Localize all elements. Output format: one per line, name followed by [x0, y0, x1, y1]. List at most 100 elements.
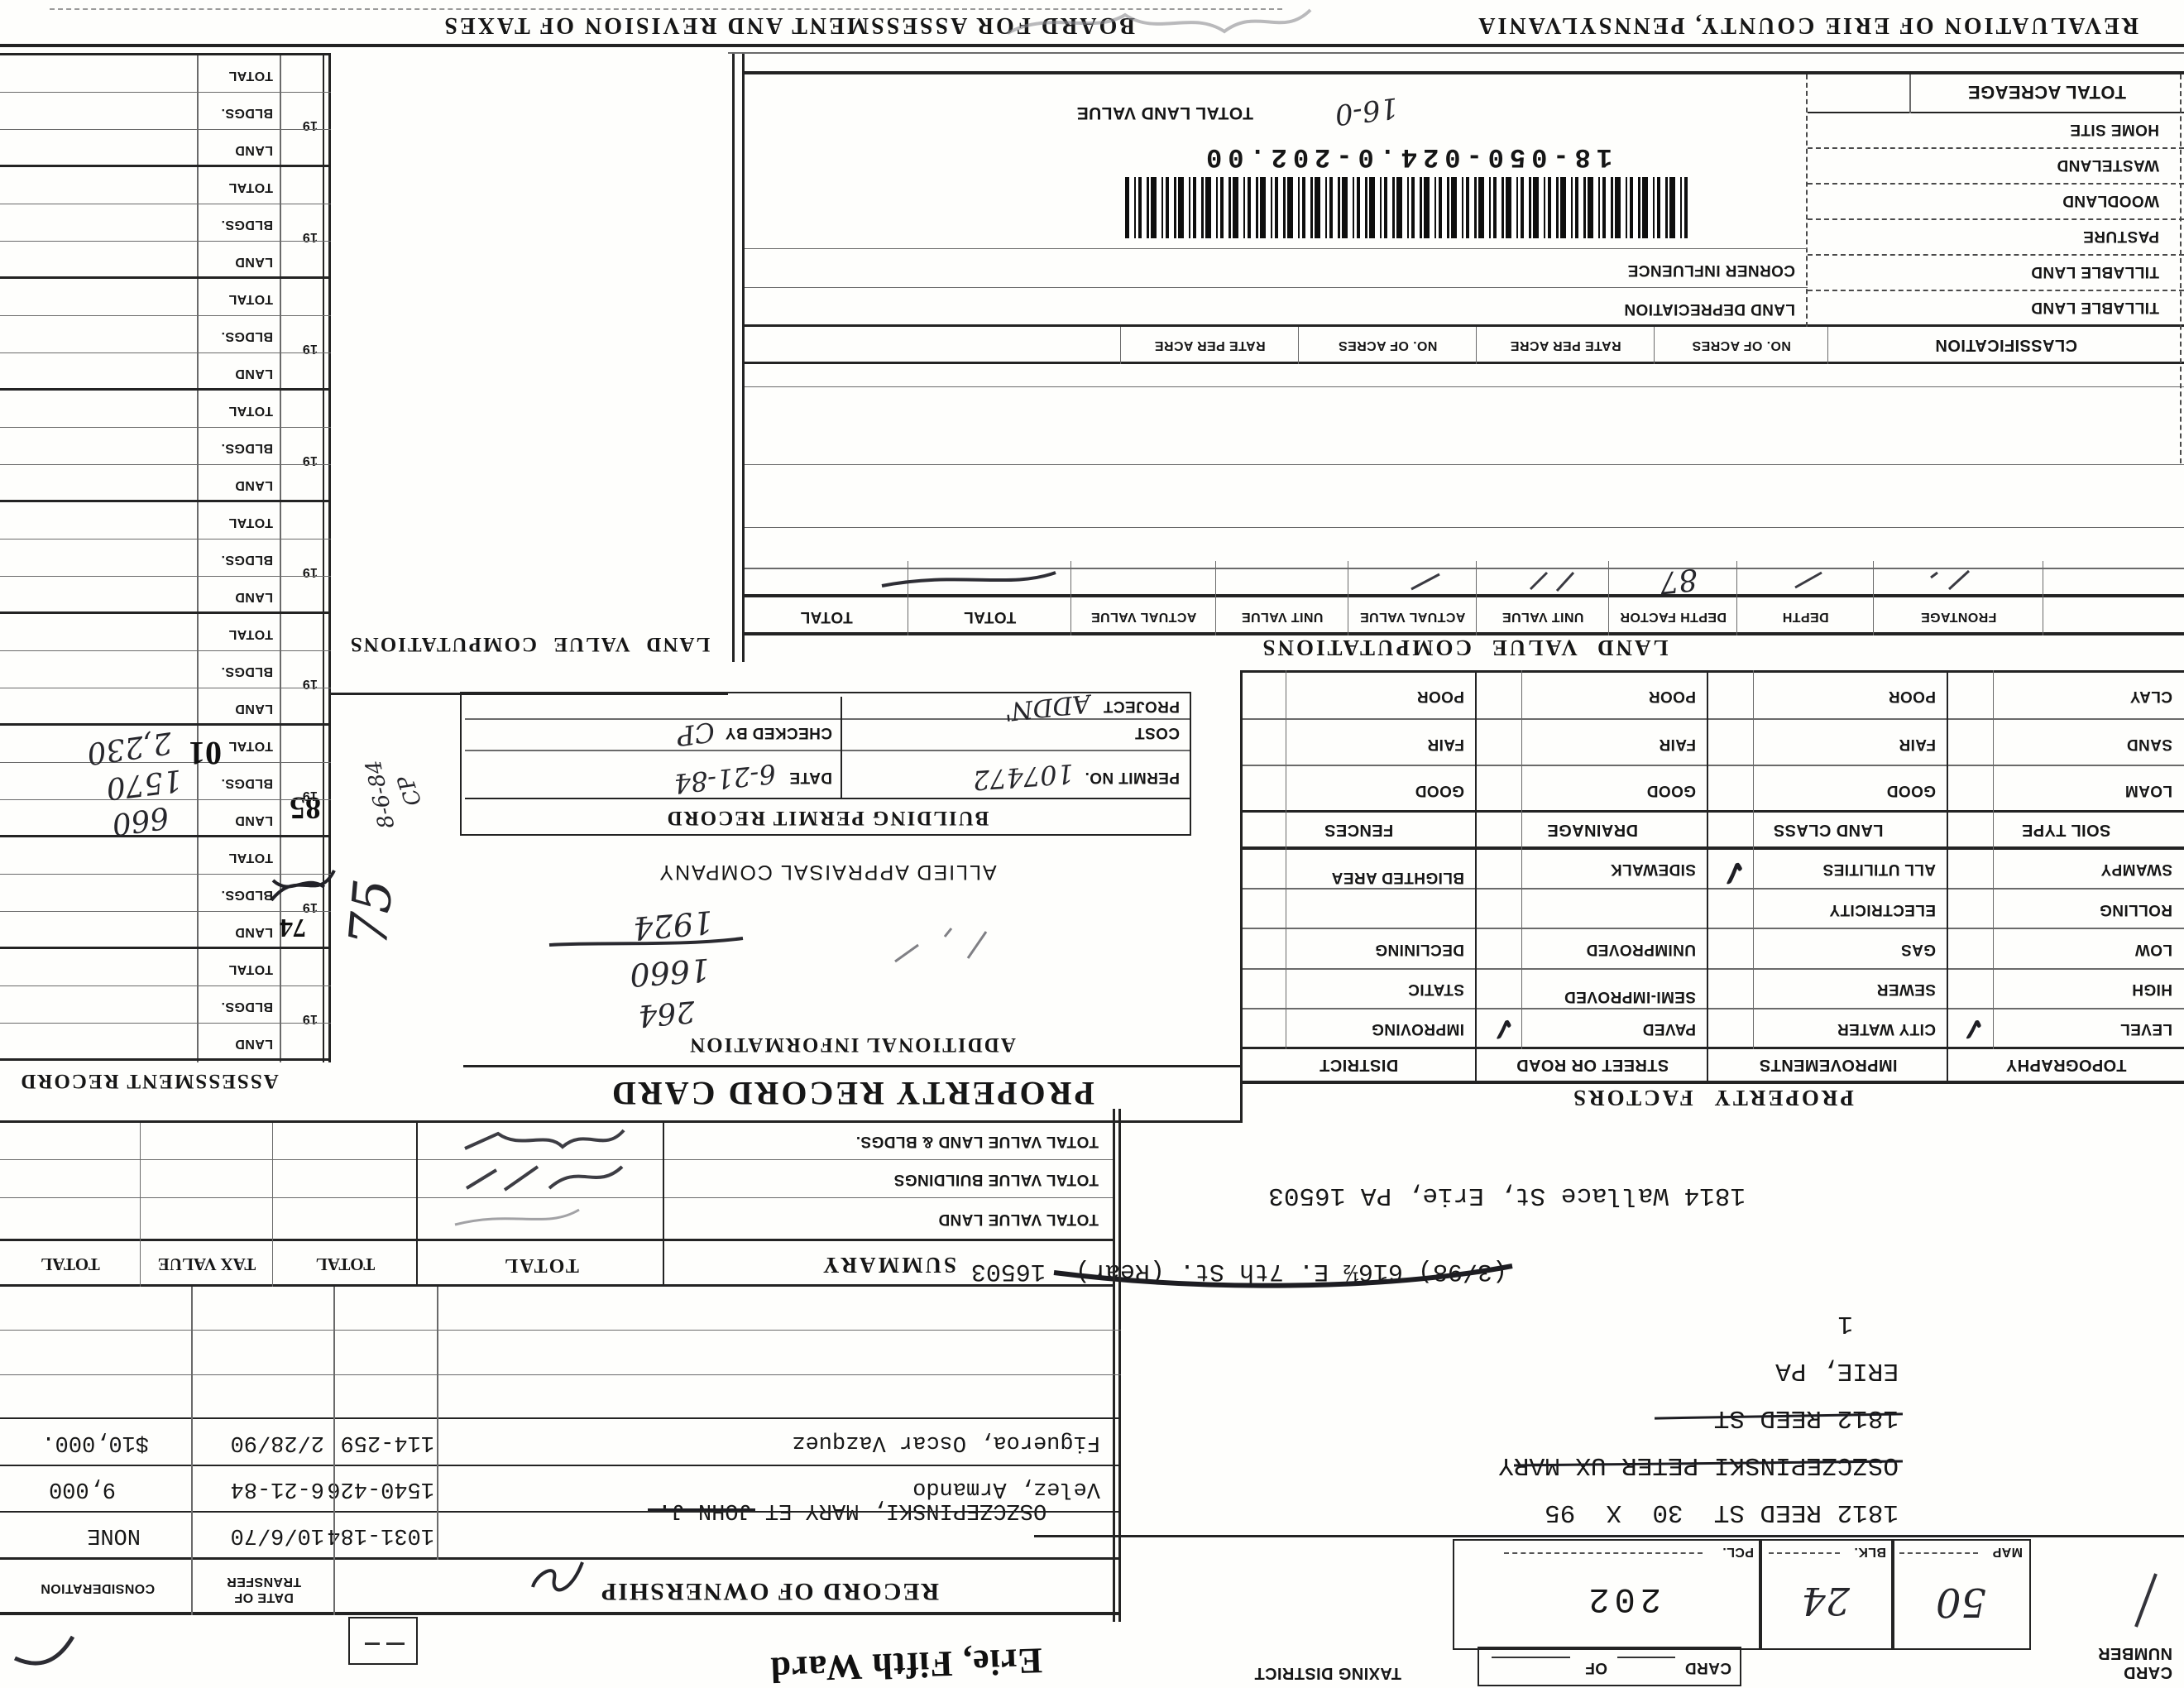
- year-19: 19: [302, 342, 318, 356]
- pen-stroke-icon: [2134, 1573, 2158, 1628]
- classification-header: CLASSIFICATION: [1935, 336, 2077, 354]
- class-wasteland: WASTELAND: [2057, 156, 2159, 174]
- row-bldgs: BLDGS.: [221, 776, 273, 790]
- project-value: ADDN': [1003, 688, 1092, 727]
- soil-clay: CLAY: [2129, 688, 2172, 705]
- pen-squiggle-icon: [13, 1635, 75, 1666]
- ownership-consideration-header: CONSIDERATION: [40, 1581, 156, 1595]
- note-dash2: [365, 1642, 380, 1645]
- ownership-pen-loop-icon: [531, 1561, 584, 1592]
- barcode: [1125, 177, 1688, 238]
- card-total-rule: [1492, 1657, 1570, 1658]
- factor-high: HIGH: [2131, 981, 2172, 998]
- row-total: TOTAL: [228, 292, 273, 306]
- summary-total-scribble-icon: [464, 1129, 625, 1150]
- card-count-rule: [1617, 1657, 1675, 1658]
- owner-2-book: 1540-426: [327, 1476, 434, 1501]
- owner-3-name: Figueroa, Oscar Vazquez: [792, 1430, 1100, 1455]
- rate-header-1: RATE PER ACRE: [1510, 338, 1621, 352]
- class-woodland: WOODLAND: [2062, 192, 2159, 209]
- factor-rolling: ROLLING: [2099, 901, 2172, 918]
- factors-street-header: STREET OR ROAD: [1516, 1056, 1669, 1074]
- card-of-box: CARD OF: [1478, 1647, 1741, 1686]
- assessment-date-note: 8-6-84: [361, 757, 400, 831]
- class-tillable-land-1: TILLABLE LAND: [2030, 299, 2159, 316]
- year-19: 19: [302, 677, 318, 691]
- tax-col-2: TAX VALUE: [157, 1254, 256, 1274]
- owner-1-date: 10/6/70: [230, 1523, 324, 1547]
- depth-mark-icon: [1794, 571, 1822, 589]
- row-land: LAND: [234, 1037, 273, 1051]
- permit-no-value: 107472: [971, 757, 1075, 797]
- factor-sidewalk: SIDEWALK: [1610, 861, 1696, 878]
- note-dash: [386, 1642, 405, 1645]
- address-strike-icon: [1053, 1264, 1513, 1288]
- soil-type-header: SOIL TYPE: [2021, 821, 2111, 839]
- factor-improving: IMPROVING: [1371, 1020, 1464, 1038]
- rate-header-2: RATE PER ACRE: [1154, 338, 1266, 352]
- row-bldgs: BLDGS.: [221, 329, 273, 343]
- assessed-total-2230: 2,230: [84, 725, 175, 770]
- tax-col-3: TOTAL: [41, 1254, 100, 1274]
- land-depreciation-label: LAND DEPRECIATION: [1623, 300, 1795, 318]
- class-pasture: PASTURE: [2082, 228, 2159, 245]
- class-good: GOOD: [1886, 782, 1936, 799]
- summary-row-land-bldgs: TOTAL VALUE LAND & BLDGS.: [855, 1133, 1099, 1150]
- pcl-box: PCL. 202: [1453, 1539, 1762, 1650]
- summary-row-land: TOTAL VALUE LAND: [938, 1211, 1099, 1228]
- blk-rule: [1769, 1552, 1840, 1554]
- taxing-district-label: TAXING DISTRICT: [1254, 1664, 1401, 1682]
- factor-level: LEVEL: [2119, 1020, 2172, 1038]
- summary-row-buildings: TOTAL VALUE BUILDINGS: [893, 1171, 1099, 1188]
- row-land: LAND: [234, 367, 273, 381]
- acres-header-2: NO. OF ACRES: [1338, 338, 1438, 352]
- card-number-label: CARD NUMBER: [2097, 1644, 2172, 1681]
- row-total: TOTAL: [228, 962, 273, 976]
- year-19: 19: [302, 118, 318, 132]
- assessment-initials: CP: [393, 771, 428, 809]
- row-bldgs: BLDGS.: [221, 218, 273, 232]
- row-bldgs: BLDGS.: [221, 553, 273, 567]
- year-19: 19: [302, 230, 318, 244]
- checkmark-icon: ✓: [1487, 1009, 1519, 1048]
- card-of-of-label: OF: [1584, 1659, 1607, 1676]
- land-col-unit-value-2: UNIT VALUE: [1241, 610, 1324, 624]
- map-value: 50: [1935, 1579, 1986, 1625]
- additional-marks-icon: [894, 928, 988, 963]
- total-land-value-label: TOTAL LAND VALUE: [1076, 103, 1253, 122]
- blk-value: 24: [1801, 1579, 1850, 1623]
- class-tillable-land-2: TILLABLE LAND: [2030, 263, 2159, 281]
- corner-influence-label: CORNER INFLUENCE: [1627, 261, 1795, 279]
- drainage-header: DRAINAGE: [1547, 821, 1638, 839]
- factor-all-utilities: ALL UTILITIES: [1822, 861, 1936, 878]
- row-land: LAND: [234, 255, 273, 269]
- acres-header-1: NO. OF ACRES: [1692, 338, 1791, 352]
- fences-header: FENCES: [1324, 821, 1394, 839]
- row-total: TOTAL: [228, 180, 273, 194]
- owner-1-name-struck: JOHN J.: [647, 1498, 755, 1523]
- map-label: MAP: [1992, 1545, 2023, 1559]
- additional-sum-total: 1924: [631, 903, 715, 947]
- drainage-poor: POOR: [1648, 688, 1696, 705]
- land-col-actual-value: ACTUAL VALUE: [1359, 610, 1466, 624]
- drainage-fair: FAIR: [1659, 736, 1696, 753]
- land-col-total-1: TOTAL: [963, 608, 1017, 626]
- assessment-title: ASSESSMENT RECORD: [19, 1070, 279, 1092]
- pcl-value: 202: [1583, 1579, 1661, 1618]
- map-rule: [1899, 1552, 1978, 1554]
- row-total: TOTAL: [228, 516, 273, 530]
- project-label: PROJECT: [1103, 698, 1180, 715]
- summary-total-header: TOTAL: [503, 1254, 579, 1276]
- factors-district-header: DISTRICT: [1319, 1056, 1399, 1074]
- factor-unimproved: UNIMPROVED: [1586, 941, 1696, 958]
- actual-value-mark-icon: [1410, 573, 1440, 591]
- owner-1-book: 1031-184: [327, 1523, 434, 1547]
- class-home-site: HOME SITE: [2069, 121, 2159, 138]
- row-bldgs: BLDGS.: [221, 106, 273, 120]
- factor-paved: PAVED: [1642, 1020, 1696, 1038]
- factor-swampy: SWAMPY: [2100, 861, 2172, 878]
- land-col-frontage: FRONTAGE: [1920, 610, 1997, 624]
- land-col-depth-factor: DEPTH FACTOR: [1620, 610, 1727, 624]
- summary-land-scribble-icon: [454, 1208, 580, 1226]
